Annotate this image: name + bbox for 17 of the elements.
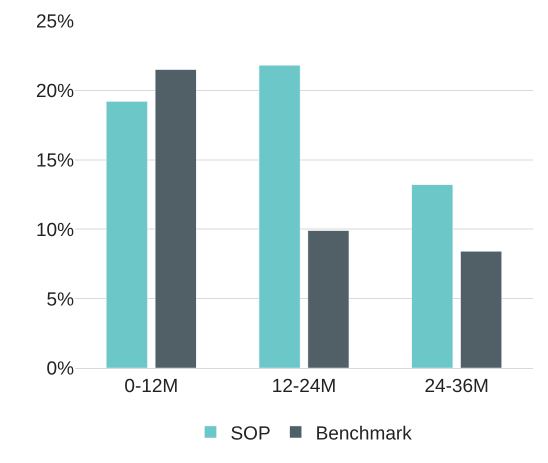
x-tick-label: 0-12M (124, 376, 178, 397)
y-tick-label: 10% (36, 220, 74, 241)
legend-label: SOP (230, 423, 271, 444)
bar (106, 101, 148, 368)
y-tick-label: 0% (46, 358, 74, 380)
y-tick-label: 15% (36, 150, 74, 172)
y-tick-label: 5% (46, 289, 74, 310)
x-tick-label: 24-36M (424, 376, 489, 397)
bar (154, 69, 197, 368)
bar (411, 184, 454, 368)
y-tick-label: 25% (36, 12, 74, 33)
y-tick-label: 20% (36, 81, 74, 102)
bar (258, 65, 300, 368)
x-tick-label: 12-24M (272, 376, 336, 397)
legend-label: Benchmark (316, 423, 412, 444)
bar (460, 251, 502, 368)
bar (308, 230, 350, 368)
